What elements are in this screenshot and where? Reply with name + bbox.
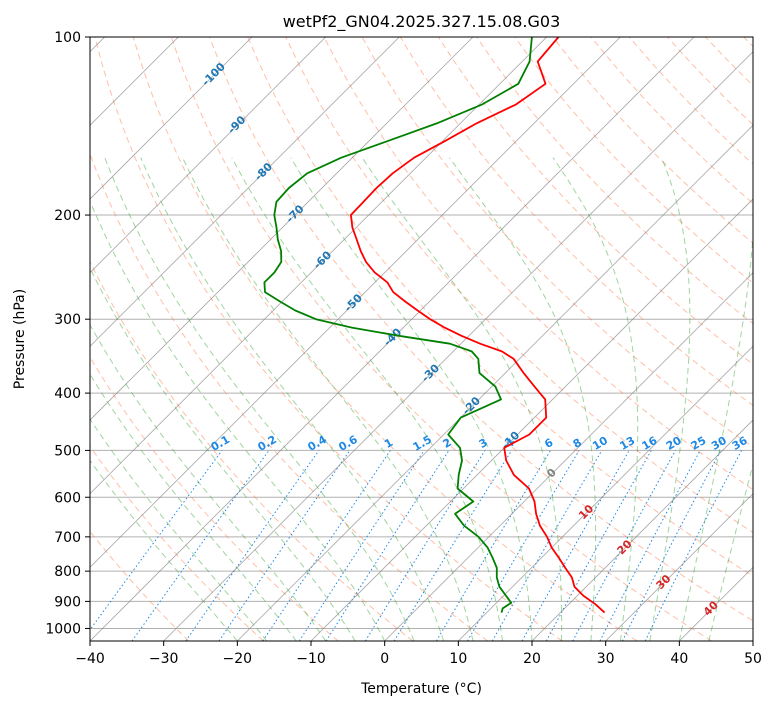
moist-adiabat-line	[90, 459, 238, 641]
moist-adiabat-line	[448, 157, 597, 641]
temperature-profile	[350, 37, 606, 614]
dewpoint-profile	[263, 37, 533, 613]
mixing-ratio-labels: 0.1 0.2 0.4 0.6 1 1.5 2 3 4 6 8 10 13 16 20 25 30 36	[209, 433, 750, 454]
x-axis-title: Temperature (°C)	[360, 681, 482, 697]
isotherm-line	[90, 37, 695, 641]
moist-adiabat-line	[290, 157, 533, 641]
x-tick-label: 10	[449, 651, 467, 667]
y-tick-label: 600	[54, 490, 81, 506]
mixing-ratio-line	[644, 450, 742, 641]
mixing-ratio-line	[262, 450, 391, 641]
isotherm-line	[458, 345, 753, 641]
isotherm-line	[384, 272, 753, 641]
x-tick-label: 30	[597, 651, 615, 667]
dry-adiabat-line	[285, 37, 753, 534]
chart-title: wetPf2_GN04.2025.327.15.08.G03	[283, 12, 561, 32]
sounding-profiles	[263, 37, 606, 614]
mixing-ratio-line	[435, 450, 552, 641]
isotherm-line	[163, 51, 753, 641]
dry-adiabat-line	[90, 356, 339, 641]
moist-adiabat-line	[90, 267, 356, 641]
moist-adiabat-line	[90, 323, 327, 641]
y-tick-label: 200	[54, 208, 81, 224]
x-tick-label: 0	[380, 651, 389, 667]
y-axis-title: Pressure (hPa)	[12, 289, 28, 389]
isotherm-line	[237, 124, 753, 641]
mixing-ratio-line	[393, 450, 513, 641]
isotherm-line	[90, 37, 326, 274]
moist-adiabats	[90, 157, 753, 641]
x-tick-label: 20	[523, 651, 541, 667]
isotherm-line	[531, 419, 753, 641]
isotherm-line	[310, 198, 753, 641]
moist-adiabat-line	[90, 418, 268, 641]
x-tick-label: −40	[75, 651, 105, 667]
y-tick-label: 400	[54, 386, 81, 402]
mixing-ratio-line	[491, 450, 603, 641]
dry-adiabat-line	[94, 37, 563, 641]
isotherm-line	[90, 37, 253, 200]
y-tick-label: 300	[54, 312, 81, 328]
dry-adiabat-line	[90, 445, 264, 641]
y-axis: 100 200 300 400 500 600 700 800 900 1000	[45, 30, 90, 637]
isotherm-line	[90, 37, 474, 421]
dry-adiabats	[90, 37, 753, 641]
moist-adiabat-line	[104, 157, 415, 641]
plot-area: -100-90-80-70-60-50-40-30-20-10010203040…	[90, 37, 753, 641]
dry-adiabat-line	[170, 37, 712, 641]
moist-adiabat-line	[182, 157, 474, 641]
y-tick-label: 100	[54, 30, 81, 46]
mixing-ratio-line	[621, 450, 722, 641]
dry-adiabat-line	[514, 37, 753, 284]
plot-frame	[89, 36, 754, 642]
moist-adiabat-line	[140, 157, 445, 641]
moist-adiabat-line	[678, 229, 753, 641]
isotherm-line	[605, 493, 753, 641]
dry-adiabat-line	[247, 37, 753, 577]
pressure-gridlines	[90, 37, 753, 629]
x-tick-label: −10	[296, 651, 326, 667]
moist-adiabat-line	[90, 200, 386, 641]
moist-adiabat-line	[361, 157, 563, 641]
mixing-ratio-line	[467, 450, 580, 641]
dry-adiabat-line	[476, 37, 753, 325]
x-tick-label: 40	[670, 651, 688, 667]
isotherm-line	[90, 37, 547, 495]
moist-adiabat-line	[552, 157, 639, 641]
y-tick-label: 1000	[45, 621, 81, 637]
dry-adiabat-line	[132, 37, 638, 641]
y-tick-label: 500	[54, 443, 81, 459]
mixing-ratio-line	[218, 450, 351, 641]
dry-adiabat-line	[90, 260, 414, 641]
mixing-ratio-line	[131, 450, 270, 641]
x-tick-label: 50	[744, 651, 762, 667]
moist-adiabat-line	[90, 373, 297, 641]
y-tick-label: 800	[54, 564, 81, 580]
y-tick-label: 900	[54, 594, 81, 610]
dry-adiabat-line	[209, 37, 753, 622]
isotherm-line	[90, 37, 621, 568]
x-axis: −40 −30 −20 −10 0 10 20 30 40 50	[75, 641, 762, 667]
isotherms	[90, 37, 753, 641]
y-tick-label: 700	[54, 530, 81, 546]
x-tick-label: −20	[223, 651, 253, 667]
isotherm-line	[90, 37, 400, 347]
x-tick-label: −30	[149, 651, 179, 667]
dry-adiabat-line	[323, 37, 753, 491]
